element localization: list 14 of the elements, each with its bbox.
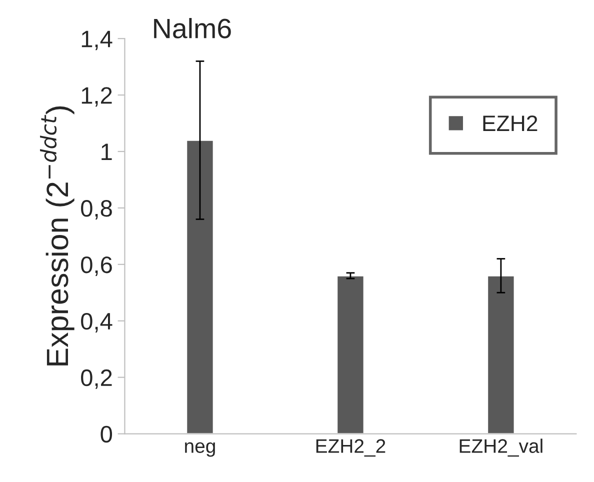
chart-title: Nalm6: [154, 18, 231, 38]
y-tick-label: 0,4: [81, 312, 112, 332]
x-tick-label: neg: [185, 442, 215, 457]
y-tick-label: 1,2: [82, 87, 112, 107]
y-tick-label: 0,2: [81, 369, 112, 389]
y-tick-label: 0,6: [81, 256, 112, 276]
y-tick-label: 1,4: [82, 30, 112, 50]
y-axis-title: Expression (2$^{−ddct}$): [40, 106, 74, 366]
y-tick-label: 1: [102, 144, 112, 160]
y-tick-label: 0: [100, 426, 112, 443]
legend-label: EZH2: [483, 115, 538, 131]
x-tick-label: EZH2_2: [316, 439, 386, 457]
x-tick-label: EZH2_val: [460, 438, 542, 457]
y-tick-label: 0,8: [81, 200, 112, 220]
